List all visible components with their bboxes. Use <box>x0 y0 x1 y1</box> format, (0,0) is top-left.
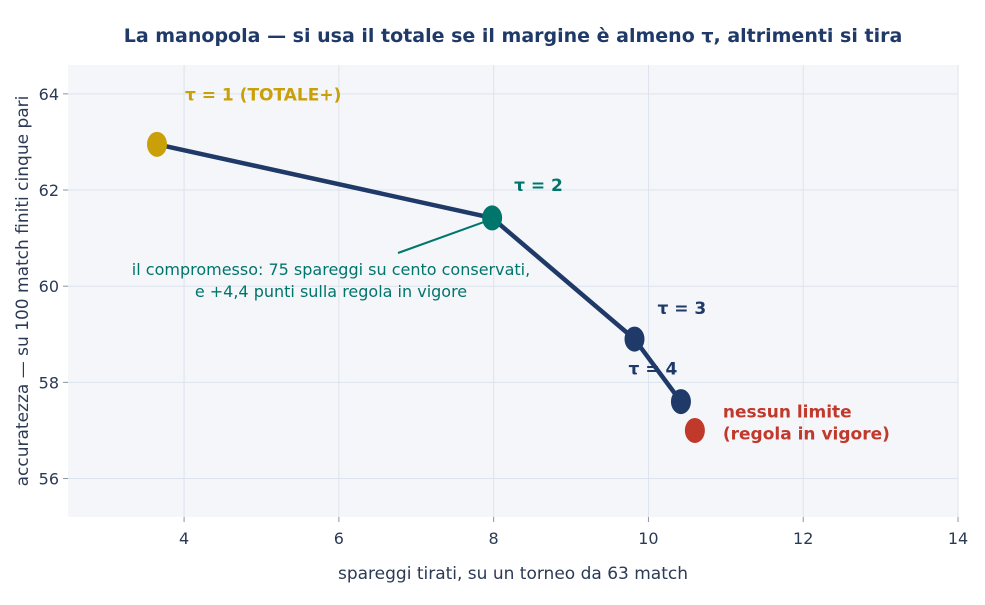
current-rule-label: (regola in vigore) <box>723 424 890 444</box>
y-axis-label: accuratezza — su 100 match finiti cinque… <box>13 96 33 487</box>
x-tick-label: 12 <box>793 529 813 548</box>
data-layer <box>147 131 705 443</box>
y-tick-label: 58 <box>39 373 59 392</box>
current-rule-label: nessun limite <box>723 402 852 422</box>
data-point <box>670 389 691 415</box>
y-tick-label: 64 <box>39 85 59 104</box>
data-point <box>624 326 645 352</box>
data-point-current-rule <box>684 417 705 443</box>
label-layer: τ = 1 (TOTALE+) τ = 2 τ = 3 τ = 4 nessun lim… <box>132 85 890 444</box>
y-tick-label: 62 <box>39 181 59 200</box>
chart-title: La manopola — si usa il totale se il mar… <box>124 25 903 47</box>
y-tick-label: 60 <box>39 277 59 296</box>
y-tick-label: 56 <box>39 470 59 489</box>
annotation-arrow <box>397 220 485 254</box>
point-label: τ = 3 <box>658 299 707 319</box>
x-tick-label: 14 <box>948 529 968 548</box>
x-tick-label: 4 <box>179 529 189 548</box>
annotation-text: e +4,4 punti sulla regola in vigore <box>195 282 467 301</box>
x-tick-label: 8 <box>489 529 499 548</box>
point-label: τ = 4 <box>629 360 678 380</box>
grid-layer <box>68 65 959 517</box>
series-line <box>154 142 684 404</box>
data-point <box>482 205 503 231</box>
axis-layer: 4 6 8 10 12 14 56 58 60 62 64 <box>39 85 969 548</box>
x-tick-label: 6 <box>334 529 344 548</box>
data-point <box>147 131 167 157</box>
x-axis-label: spareggi tirati, su un torneo da 63 matc… <box>338 564 688 584</box>
plot-background <box>68 65 958 517</box>
point-label: τ = 2 <box>514 176 563 196</box>
annotation-text: il compromesso: 75 spareggi su cento con… <box>132 260 530 279</box>
x-tick-label: 10 <box>638 529 658 548</box>
point-label: τ = 1 (TOTALE+) <box>185 85 341 105</box>
